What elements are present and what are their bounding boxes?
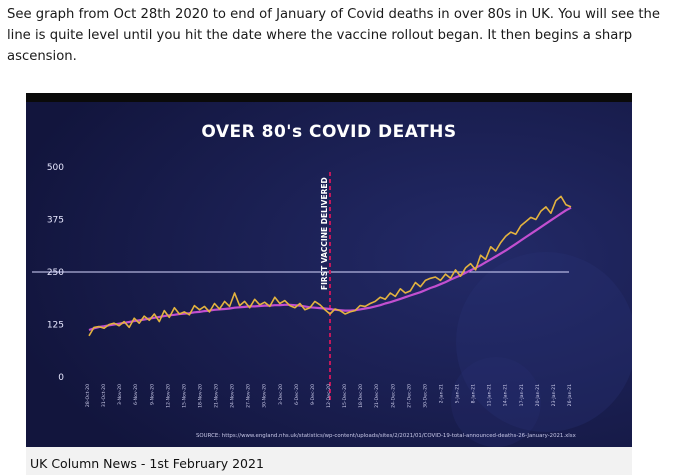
x-tick-label: 9-Dec-20 — [310, 384, 316, 405]
x-tick-label: 28-Oct-20 — [85, 384, 91, 407]
caption: UK Column News - 1st February 2021 — [30, 456, 264, 471]
x-tick-label: 17-Jan-21 — [519, 384, 525, 406]
x-tick-label: 18-Dec-20 — [358, 384, 364, 408]
y-tick-label: 500 — [47, 163, 64, 173]
virus-watermark — [451, 357, 541, 447]
x-tick-label: 5-Jan-21 — [455, 384, 461, 403]
x-tick-label: 11-Jan-21 — [487, 384, 493, 406]
series-line-average — [88, 206, 572, 332]
chart-panel: OVER 80's COVID DEATHS 0 125 250 375 500 FIR… — [26, 102, 632, 447]
chart-svg: OVER 80's COVID DEATHS 0 125 250 375 500 FIR… — [26, 102, 632, 447]
vaccine-marker-label: FIRST VACCINE DELIVERED — [320, 177, 329, 290]
x-tick-label: 23-Jan-21 — [551, 384, 557, 406]
y-tick-label: 250 — [47, 268, 64, 278]
x-tick-label: 6-Nov-20 — [133, 384, 139, 405]
x-tick-label: 21-Dec-20 — [374, 384, 380, 408]
source-text: SOURCE: https://www.england.nhs.uk/stati… — [196, 433, 577, 439]
x-tick-label: 20-Jan-21 — [535, 384, 541, 406]
y-tick-label: 125 — [47, 321, 64, 331]
x-tick-label: 6-Dec-20 — [294, 384, 300, 405]
x-tick-label: 27-Dec-20 — [406, 384, 412, 408]
x-tick-label: 2-Jan-21 — [438, 384, 444, 403]
y-tick-label: 375 — [47, 216, 64, 226]
x-tick-label: 31-Oct-20 — [101, 384, 107, 407]
y-tick-label: 0 — [58, 373, 64, 383]
x-tick-label: 14-Jan-21 — [503, 384, 509, 406]
x-tick-label: 3-Nov-20 — [117, 384, 123, 405]
x-tick-label: 30-Dec-20 — [422, 384, 428, 408]
x-tick-label: 30-Nov-20 — [262, 384, 268, 408]
x-axis: 28-Oct-20 31-Oct-20 3-Nov-20 6-Nov-20 9-Nov-… — [85, 384, 573, 408]
image-top-bar — [26, 93, 632, 102]
x-tick-label: 12-Nov-20 — [165, 384, 171, 408]
x-tick-label: 15-Dec-20 — [342, 384, 348, 408]
x-tick-label: 24-Nov-20 — [230, 384, 236, 408]
x-tick-label: 21-Nov-20 — [214, 384, 220, 408]
post-text: See graph from Oct 28th 2020 to end of J… — [7, 7, 661, 64]
caption-bar: UK Column News - 1st February 2021 — [26, 447, 632, 475]
x-tick-label: 3-Dec-20 — [278, 384, 284, 405]
x-tick-label: 15-Nov-20 — [181, 384, 187, 408]
y-axis: 0 125 250 375 500 — [47, 163, 64, 383]
chart-title: OVER 80's COVID DEATHS — [201, 122, 456, 142]
x-tick-label: 18-Nov-20 — [197, 384, 203, 408]
x-tick-label: 9-Nov-20 — [149, 384, 155, 405]
x-tick-label: 24-Dec-20 — [390, 384, 396, 408]
x-tick-label: 26-Jan-21 — [567, 384, 573, 406]
x-tick-label: 27-Nov-20 — [246, 384, 252, 408]
series-line-daily — [88, 195, 572, 337]
x-tick-label: 12-Dec-20 — [326, 384, 332, 408]
x-tick-label: 8-Jan-21 — [471, 384, 477, 403]
virus-watermark — [456, 252, 632, 432]
